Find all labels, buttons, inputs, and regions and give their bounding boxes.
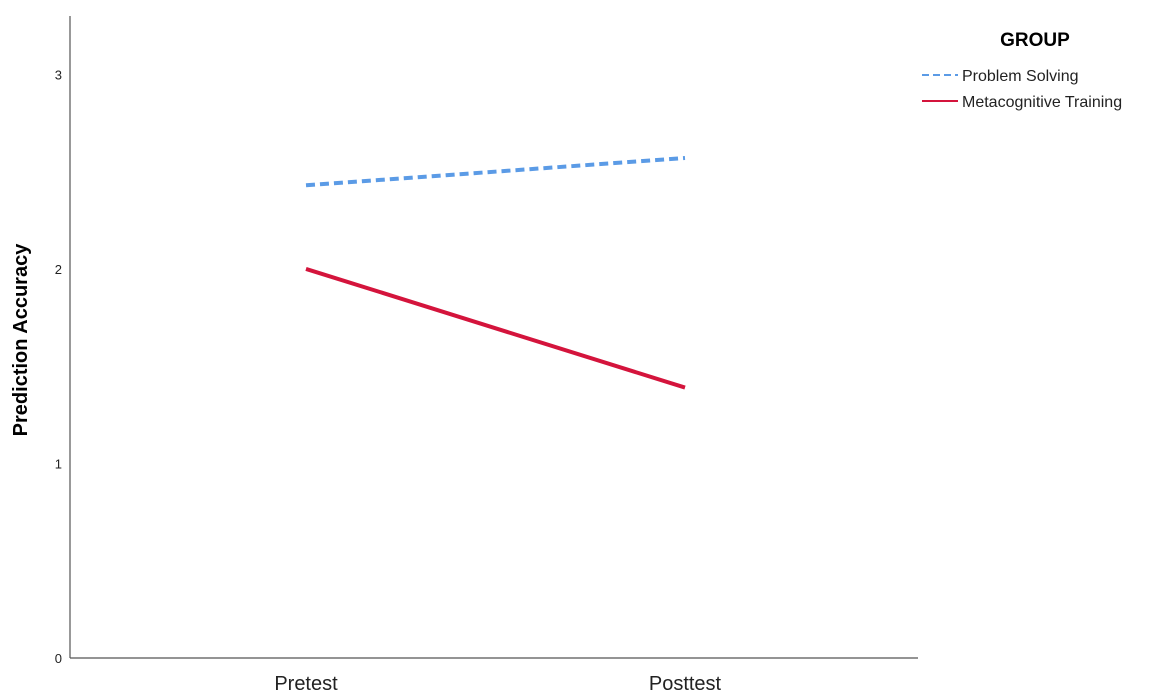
x-tick-label: Posttest	[649, 673, 722, 692]
y-tick-label: 0	[55, 651, 62, 666]
series-lines	[305, 156, 686, 390]
x-tick-label: Pretest	[274, 673, 338, 692]
axes	[69, 16, 918, 659]
legend-label: Problem Solving	[962, 68, 1079, 85]
series-line-problem-solving	[305, 156, 686, 188]
legend-label: Metacognitive Training	[962, 94, 1122, 111]
y-tick-label: 2	[55, 262, 62, 277]
series-line-metacognitive-training	[305, 267, 686, 390]
legend-title: GROUP	[1000, 30, 1070, 51]
y-axis-label: Prediction Accuracy	[10, 243, 32, 437]
tick-labels: 0 1 2 3 Pretest Posttest	[55, 67, 722, 695]
y-tick-label: 3	[55, 67, 62, 82]
y-tick-label: 1	[55, 456, 62, 471]
legend: GROUP Problem Solving Metacognitive Traini…	[922, 30, 1122, 111]
